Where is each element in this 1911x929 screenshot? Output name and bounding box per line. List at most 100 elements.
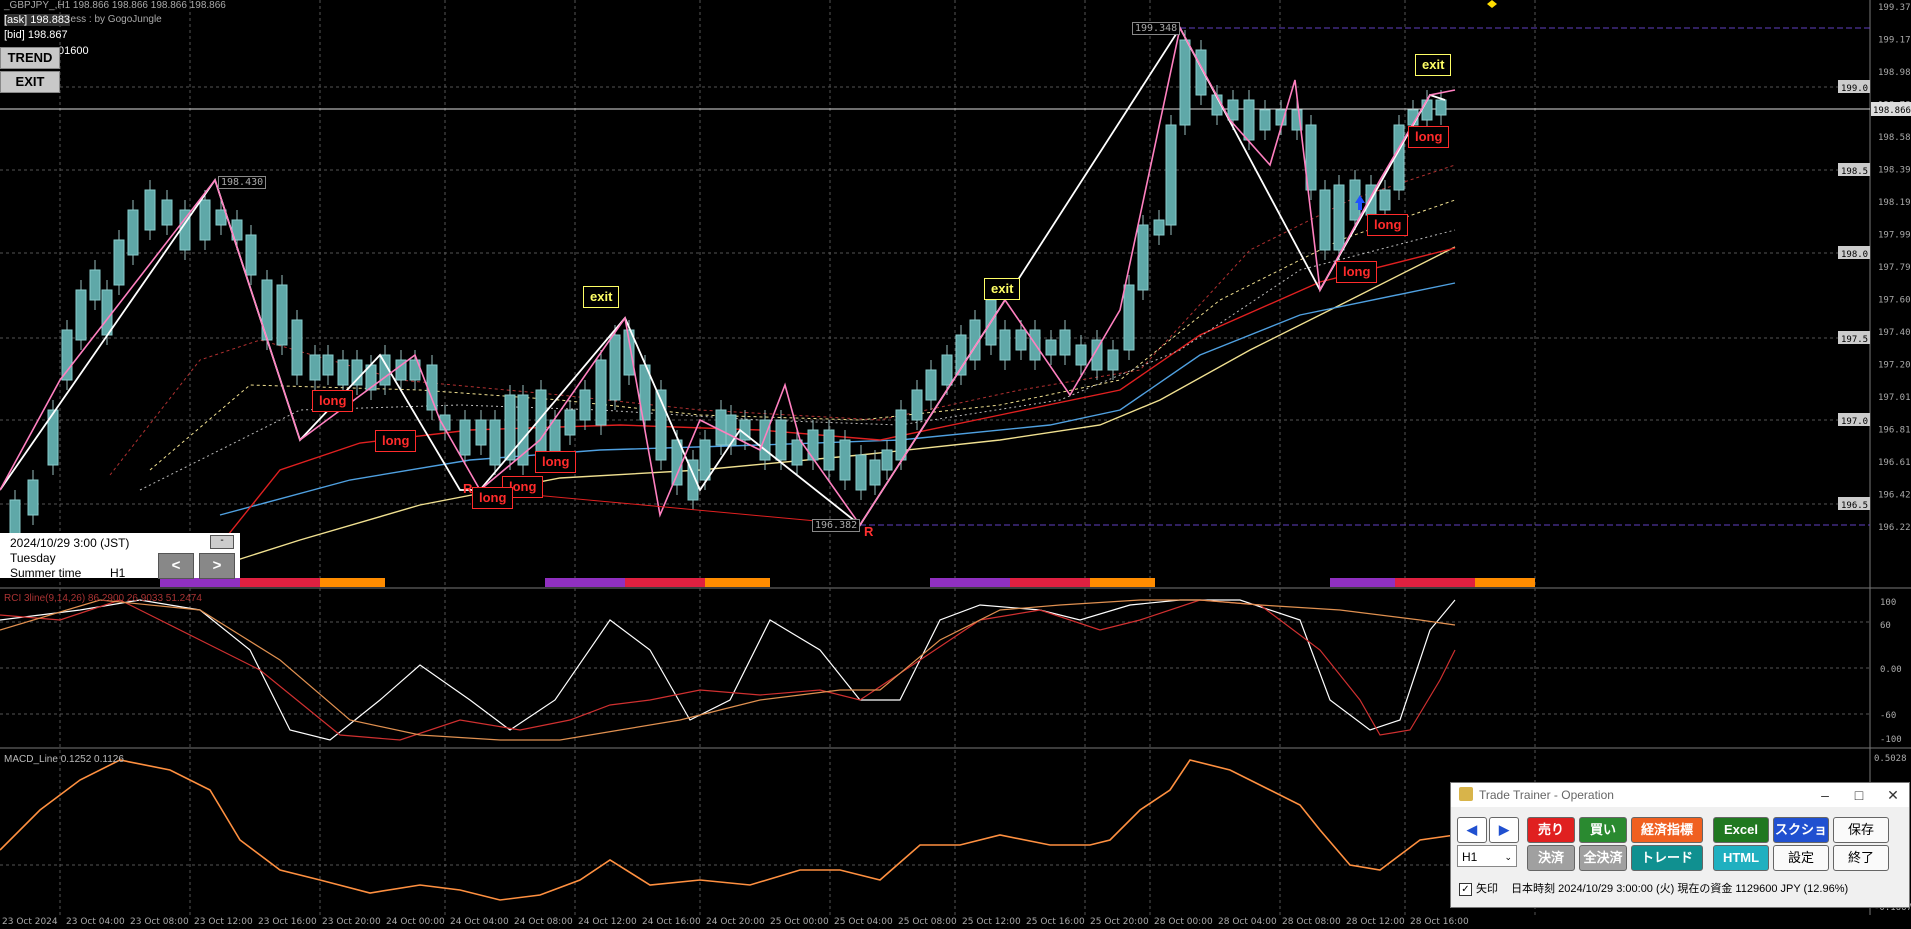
candle-body bbox=[1305, 124, 1317, 191]
candle-body bbox=[379, 354, 391, 386]
candle-body bbox=[1227, 99, 1239, 121]
exit-button[interactable]: EXIT bbox=[0, 71, 60, 93]
trade-trainer-window[interactable]: Trade Trainer - Operation – □ ✕ ◀ ▶ 売り 買… bbox=[1450, 782, 1910, 908]
candle-body bbox=[791, 439, 803, 466]
candle-body bbox=[517, 394, 529, 466]
time-tick-label: 24 Oct 12:00 bbox=[578, 917, 637, 927]
timeframe-value: H1 bbox=[1462, 850, 1478, 864]
time-tick-label: 28 Oct 08:00 bbox=[1282, 917, 1341, 927]
candle-body bbox=[1195, 49, 1207, 96]
macd-tick-label: -0.1667 bbox=[1874, 903, 1911, 913]
maximize-icon[interactable]: □ bbox=[1854, 787, 1864, 803]
save-button[interactable]: 保存 bbox=[1833, 817, 1889, 843]
candle-body bbox=[245, 234, 257, 276]
quit-button[interactable]: 終了 bbox=[1833, 845, 1889, 871]
settings-button[interactable]: 設定 bbox=[1773, 845, 1829, 871]
rci-tick-label: -60 bbox=[1880, 711, 1896, 721]
html-button[interactable]: HTML bbox=[1713, 845, 1769, 871]
prev-icon[interactable]: ◀ bbox=[1457, 817, 1487, 843]
price-tick-label: 197.795 bbox=[1878, 263, 1911, 273]
candle-body bbox=[609, 334, 621, 401]
session-bar bbox=[320, 578, 385, 587]
excel-button[interactable]: Excel bbox=[1713, 817, 1769, 843]
time-tick-label: 25 Oct 00:00 bbox=[770, 917, 829, 927]
session-bar bbox=[930, 578, 1010, 587]
trade-trainer-title: Trade Trainer - Operation bbox=[1479, 788, 1614, 802]
candle-body bbox=[549, 419, 561, 456]
candle-body bbox=[426, 364, 438, 411]
session-bar bbox=[1330, 578, 1395, 587]
price-tick-label: 196.420 bbox=[1878, 491, 1911, 501]
candle-body bbox=[687, 459, 699, 501]
close-icon[interactable]: ✕ bbox=[1887, 787, 1899, 803]
price-tick-label: 199.375 bbox=[1878, 3, 1911, 13]
candle-body bbox=[1107, 349, 1119, 371]
collapse-button[interactable]: - bbox=[210, 535, 234, 549]
bid-label: [bid] 198.867 bbox=[4, 29, 68, 41]
price-tag-label: 198.5 bbox=[1841, 167, 1868, 177]
price-tag-bg bbox=[1838, 246, 1870, 259]
r-marker: R bbox=[463, 481, 473, 496]
next-icon[interactable]: ▶ bbox=[1489, 817, 1519, 843]
time-tick-label: 28 Oct 12:00 bbox=[1346, 917, 1405, 927]
price-tag-bg bbox=[1838, 163, 1870, 176]
time-tick-label: 24 Oct 20:00 bbox=[706, 917, 765, 927]
candle-body bbox=[655, 389, 667, 461]
ma-yellow-dotted bbox=[149, 199, 1456, 471]
settle-all-button[interactable]: 全決済 bbox=[1579, 845, 1627, 871]
candle-body bbox=[881, 449, 893, 471]
rci-tick-label: 0.00 bbox=[1880, 665, 1902, 675]
status-text: 日本時刻 2024/10/29 3:00:00 (火) 現在の資金 112960… bbox=[1511, 883, 1849, 895]
minimize-icon[interactable]: – bbox=[1821, 787, 1829, 803]
exit-signal: exit bbox=[583, 286, 620, 308]
candle-body bbox=[144, 189, 156, 231]
economic-indicators-button[interactable]: 経済指標 bbox=[1631, 817, 1703, 843]
rci-tick-label: 60 bbox=[1880, 621, 1891, 631]
long-signal: long bbox=[312, 390, 354, 412]
candle-body bbox=[89, 269, 101, 301]
settle-button[interactable]: 決済 bbox=[1527, 845, 1575, 871]
candle-body bbox=[1179, 39, 1191, 126]
candle-body bbox=[941, 354, 953, 386]
price-tick-label: 197.205 bbox=[1878, 361, 1911, 371]
long-signal: long bbox=[535, 451, 577, 473]
price-tick-label: 199.170 bbox=[1878, 36, 1911, 46]
ma-red-line bbox=[199, 247, 1456, 571]
candle-body bbox=[1165, 124, 1177, 226]
trade-trainer-titlebar[interactable]: Trade Trainer - Operation – □ ✕ bbox=[1451, 783, 1909, 807]
prev-bar-button[interactable]: < bbox=[158, 553, 194, 579]
long-signal: long bbox=[1408, 126, 1450, 148]
candle-body bbox=[459, 419, 471, 456]
candle-body bbox=[1137, 224, 1149, 291]
sell-button[interactable]: 売り bbox=[1527, 817, 1575, 843]
time-tick-label: 23 Oct 2024 bbox=[2, 917, 58, 927]
candle-body bbox=[839, 439, 851, 481]
timeframe-select[interactable]: H1 ⌄ bbox=[1457, 845, 1517, 867]
candle-body bbox=[1259, 109, 1271, 131]
buy-button[interactable]: 買い bbox=[1579, 817, 1627, 843]
symbol-header: _GBPJPY_,H1 198.866 198.866 198.866 198.… bbox=[4, 0, 226, 11]
long-signal: long bbox=[472, 487, 514, 509]
candle-body bbox=[535, 389, 547, 461]
trend-button[interactable]: TREND bbox=[0, 47, 60, 69]
time-tick-label: 24 Oct 04:00 bbox=[450, 917, 509, 927]
candle-body bbox=[61, 329, 73, 381]
exit-signal: exit bbox=[1415, 54, 1452, 76]
price-tick-label: 197.995 bbox=[1878, 231, 1911, 241]
marker-icon bbox=[1487, 0, 1497, 8]
price-tick-label: 198.980 bbox=[1878, 68, 1911, 78]
candle-body bbox=[855, 454, 867, 491]
rci-tick-label: -100 bbox=[1880, 735, 1902, 745]
time-tick-label: 25 Oct 20:00 bbox=[1090, 917, 1149, 927]
trade-button[interactable]: トレード bbox=[1631, 845, 1703, 871]
candle-body bbox=[113, 239, 125, 286]
zigzag-pink-line bbox=[0, 25, 1456, 527]
arrow-checkbox[interactable]: ✓ bbox=[1459, 882, 1472, 896]
spread-label: 01600 bbox=[58, 45, 89, 57]
next-bar-button[interactable]: > bbox=[199, 553, 235, 579]
price-tag-label: 199.0 bbox=[1841, 84, 1868, 94]
screenshot-button[interactable]: スクショ bbox=[1773, 817, 1829, 843]
ask-label: [ask] 198.883 bbox=[4, 14, 71, 26]
rci-label: RCI 3line(9,14,26) 86.2900 26.9033 51.24… bbox=[4, 593, 202, 604]
